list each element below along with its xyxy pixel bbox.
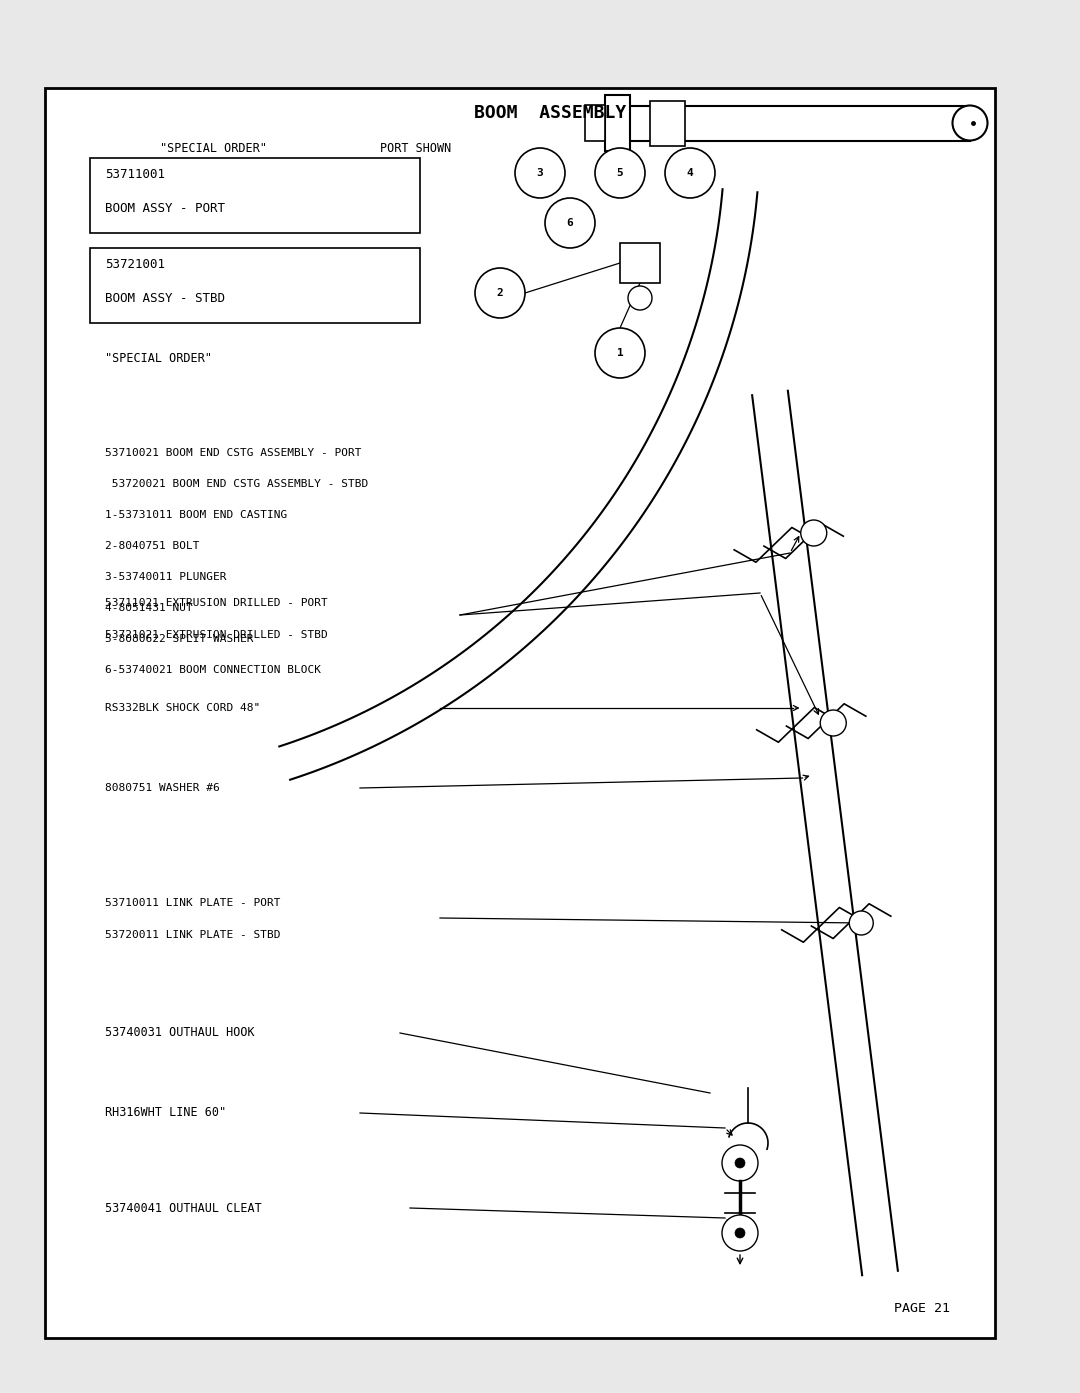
Bar	[650, 100, 685, 145]
Text: 53720021 BOOM END CSTG ASSEMBLY - STBD: 53720021 BOOM END CSTG ASSEMBLY - STBD	[105, 479, 368, 489]
Text: 2: 2	[497, 288, 503, 298]
Circle shape	[515, 148, 565, 198]
Text: 5-8080622 SPLIT WASHER: 5-8080622 SPLIT WASHER	[105, 634, 254, 644]
Text: BOOM ASSY - PORT: BOOM ASSY - PORT	[105, 202, 225, 215]
Text: 6: 6	[567, 217, 573, 228]
Bar	[45, 88, 995, 1339]
Circle shape	[849, 911, 874, 935]
Circle shape	[735, 1158, 745, 1167]
Text: BOOM  ASSEMBLY: BOOM ASSEMBLY	[474, 104, 626, 123]
Circle shape	[627, 286, 652, 311]
Text: 4: 4	[687, 169, 693, 178]
Text: 1: 1	[617, 348, 623, 358]
Text: PORT SHOWN: PORT SHOWN	[380, 142, 451, 155]
Text: 53721021 EXTRUSION DRILLED - STBD: 53721021 EXTRUSION DRILLED - STBD	[105, 630, 327, 639]
Text: 53721001: 53721001	[105, 259, 165, 272]
Circle shape	[800, 520, 827, 546]
Bar	[90, 157, 420, 233]
Text: "SPECIAL ORDER": "SPECIAL ORDER"	[105, 351, 212, 365]
Circle shape	[723, 1145, 758, 1181]
Bar	[605, 95, 630, 150]
Bar	[90, 248, 420, 323]
Circle shape	[545, 198, 595, 248]
Text: 8080751 WASHER #6: 8080751 WASHER #6	[105, 783, 219, 793]
Text: 53711021 EXTRUSION DRILLED - PORT: 53711021 EXTRUSION DRILLED - PORT	[105, 598, 327, 607]
Text: PAGE 21: PAGE 21	[894, 1301, 950, 1315]
Text: BOOM ASSY - STBD: BOOM ASSY - STBD	[105, 291, 225, 305]
Text: 53740041 OUTHAUL CLEAT: 53740041 OUTHAUL CLEAT	[105, 1202, 261, 1215]
Text: RS332BLK SHOCK CORD 48": RS332BLK SHOCK CORD 48"	[105, 703, 260, 713]
Circle shape	[595, 148, 645, 198]
Circle shape	[820, 710, 847, 736]
Text: 1-53731011 BOOM END CASTING: 1-53731011 BOOM END CASTING	[105, 510, 287, 520]
Text: 2-8040751 BOLT: 2-8040751 BOLT	[105, 540, 200, 552]
Text: 5: 5	[617, 169, 623, 178]
Bar	[620, 242, 660, 283]
Text: 53711001: 53711001	[105, 169, 165, 181]
Polygon shape	[280, 189, 757, 780]
Circle shape	[595, 327, 645, 378]
Text: RH316WHT LINE 60": RH316WHT LINE 60"	[105, 1106, 226, 1120]
Text: 53740031 OUTHAUL HOOK: 53740031 OUTHAUL HOOK	[105, 1027, 255, 1039]
Polygon shape	[752, 391, 897, 1275]
Ellipse shape	[953, 106, 987, 141]
Text: 53710021 BOOM END CSTG ASSEMBLY - PORT: 53710021 BOOM END CSTG ASSEMBLY - PORT	[105, 449, 362, 458]
Circle shape	[665, 148, 715, 198]
Text: 3: 3	[537, 169, 543, 178]
Bar	[585, 104, 605, 141]
Text: 53720011 LINK PLATE - STBD: 53720011 LINK PLATE - STBD	[105, 931, 281, 940]
Text: 6-53740021 BOOM CONNECTION BLOCK: 6-53740021 BOOM CONNECTION BLOCK	[105, 664, 321, 676]
Text: "SPECIAL ORDER": "SPECIAL ORDER"	[160, 142, 267, 155]
Circle shape	[723, 1215, 758, 1251]
Text: 4-8051431 NUT: 4-8051431 NUT	[105, 603, 192, 613]
Circle shape	[735, 1229, 745, 1238]
Text: 53710011 LINK PLATE - PORT: 53710011 LINK PLATE - PORT	[105, 898, 281, 908]
Circle shape	[475, 267, 525, 318]
Text: 3-53740011 PLUNGER: 3-53740011 PLUNGER	[105, 573, 227, 582]
